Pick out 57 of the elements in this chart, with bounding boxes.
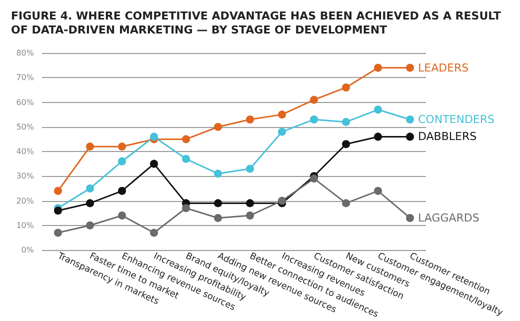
point <box>150 160 158 168</box>
point <box>214 170 222 178</box>
point <box>278 110 286 119</box>
point <box>278 196 286 205</box>
point <box>182 154 190 163</box>
point <box>214 214 222 222</box>
point <box>310 174 318 183</box>
point <box>374 132 382 141</box>
series-label: LEADERS <box>418 61 469 74</box>
point <box>182 204 190 212</box>
point <box>406 115 414 124</box>
y-tick-label: 80% <box>16 48 34 58</box>
point <box>86 199 94 208</box>
point <box>118 186 126 195</box>
point <box>246 199 254 208</box>
y-tick-label: 50% <box>16 122 34 132</box>
point <box>374 106 382 114</box>
point <box>246 212 254 220</box>
point <box>150 228 158 237</box>
series-label: CONTENDERS <box>418 112 495 126</box>
y-tick-label: 70% <box>16 73 34 82</box>
point <box>182 135 190 144</box>
point <box>374 64 382 72</box>
series-label: DABBLERS <box>418 130 477 144</box>
point <box>214 199 222 208</box>
y-tick-label: 0% <box>21 246 34 254</box>
point <box>342 140 350 148</box>
point <box>54 228 62 237</box>
point <box>118 212 126 220</box>
point <box>150 132 158 141</box>
point <box>54 186 62 195</box>
point <box>86 142 94 151</box>
point <box>86 221 94 230</box>
point <box>406 64 414 72</box>
point <box>246 115 254 124</box>
y-tick-label: 30% <box>16 172 34 181</box>
point <box>54 206 62 215</box>
point <box>214 122 222 131</box>
point <box>310 115 318 124</box>
point <box>118 157 126 166</box>
point <box>310 96 318 104</box>
y-tick-label: 10% <box>16 220 34 230</box>
point <box>406 132 414 141</box>
y-tick-label: 60% <box>16 98 34 107</box>
point <box>246 164 254 173</box>
point <box>342 83 350 92</box>
point <box>86 184 94 192</box>
series-label: LAGGARDS <box>418 211 480 224</box>
point <box>342 118 350 126</box>
point <box>342 199 350 208</box>
chart-title: FIGURE 4. WHERE COMPETITIVE ADVANTAGE HAS BEEN ACHIEVED AS A RESULT OF DATA-DRIVEN MARKETING — BY STAGE OF DEVELOPMENT <box>11 10 505 36</box>
point <box>278 128 286 136</box>
y-tick-label: 40% <box>16 147 34 156</box>
point <box>406 214 414 222</box>
y-tick-label: 20% <box>16 196 34 206</box>
point <box>374 186 382 195</box>
point <box>118 142 126 151</box>
